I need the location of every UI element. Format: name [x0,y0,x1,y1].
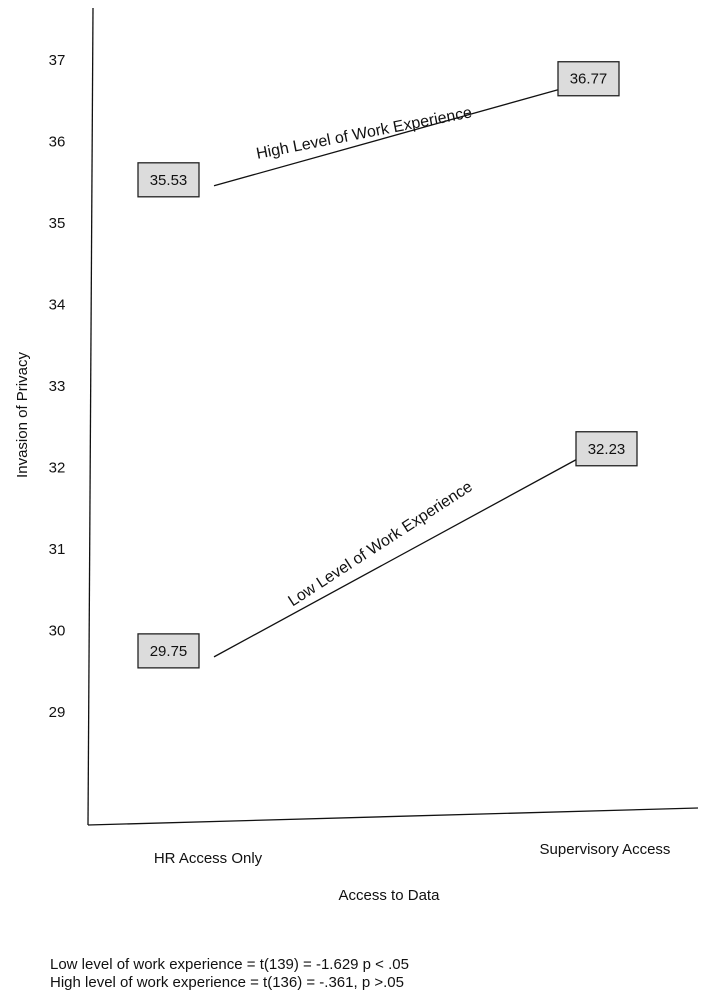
interaction-chart: 29 30 31 32 33 34 35 36 37 HR Access Only Supervi… [14,7,699,904]
y-tick-label: 37 [49,52,66,69]
y-axis-title: Invasion of Privacy [14,352,31,478]
series-label: Low Level of Work Experience [285,478,475,610]
y-tick-label: 33 [49,378,66,395]
data-label: 35.53 [150,172,188,189]
series-line [213,459,577,658]
y-tick-label: 34 [49,297,66,314]
axes [87,7,699,826]
y-axis [87,7,94,826]
series-high-experience: 35.53 36.77 High Level of Work Experience [137,61,620,198]
data-point-box [137,633,200,669]
y-tick-label: 31 [49,541,66,558]
y-tick-label: 30 [49,623,66,640]
x-axis [87,807,699,826]
x-category-label: HR Access Only [154,850,263,867]
data-point-box [137,162,200,198]
data-label: 32.23 [588,441,626,458]
data-point-box [575,431,638,467]
series-low-experience: 29.75 32.23 Low Level of Work Experience [137,431,638,669]
y-tick-label: 36 [49,134,66,151]
y-tick-labels: 29 30 31 32 33 34 35 36 37 [49,52,66,721]
x-category-label: Supervisory Access [540,841,671,858]
x-axis-title: Access to Data [339,887,441,904]
series-label: High Level of Work Experience [255,104,474,163]
data-label: 29.75 [150,643,188,660]
y-tick-label: 35 [49,215,66,232]
y-tick-label: 29 [49,704,66,721]
y-tick-label: 32 [49,460,66,477]
data-label: 36.77 [570,71,608,88]
series-layer: 35.53 36.77 High Level of Work Experience 2… [137,61,638,669]
series-line [213,89,559,187]
data-point-box [557,61,620,97]
note-low-experience: Low level of work experience = t(139) = … [50,956,409,973]
note-high-experience: High level of work experience = t(136) =… [50,974,404,991]
x-tick-labels: HR Access Only Supervisory Access [154,841,671,867]
